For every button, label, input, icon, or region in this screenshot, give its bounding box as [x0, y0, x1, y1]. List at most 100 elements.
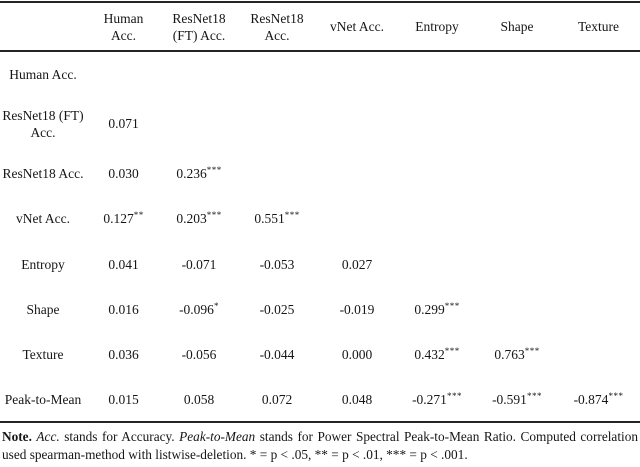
note-text: stands for Accuracy. — [64, 429, 175, 444]
significance-stars: *** — [444, 301, 460, 311]
corr-cell — [317, 96, 397, 151]
note-text: stands for Power Spectral Peak-to-Mean R… — [259, 429, 638, 444]
corr-cell: 0.551*** — [237, 196, 317, 241]
corr-cell: 0.432*** — [397, 332, 477, 377]
row-label-text: Acc. — [30, 124, 56, 140]
cell-value: 0.015 — [108, 391, 139, 407]
col-header-text: Texture — [577, 19, 620, 34]
corr-cell: 0.236*** — [161, 151, 237, 196]
row-label-text: Texture — [22, 347, 64, 362]
corr-cell: 0.203*** — [161, 196, 237, 241]
col-header-text: ResNet18 — [250, 10, 304, 26]
corr-cell: 0.299*** — [397, 287, 477, 332]
note-text: used spearman-method with listwise-delet… — [2, 446, 468, 462]
cell-value: 0.127 — [103, 211, 134, 226]
significance-stars: *** — [524, 346, 540, 356]
cell-value: -0.096 — [179, 302, 214, 317]
corr-cell: 0.027 — [317, 241, 397, 287]
corr-cell — [477, 96, 557, 151]
note-line-1: Note. Acc. stands for Accuracy. Peak-to-… — [2, 428, 638, 446]
col-header-human-acc: Human Acc. — [86, 2, 161, 52]
table-row-shape: Shape 0.016 -0.096* -0.025 -0.019 0.299*… — [0, 287, 640, 332]
corr-cell — [477, 196, 557, 241]
row-label-text: ResNet18 Acc. — [2, 166, 84, 181]
corr-cell: 0.127** — [86, 196, 161, 241]
corr-cell: -0.053 — [237, 241, 317, 287]
corr-cell — [477, 151, 557, 196]
cell-value: 0.071 — [108, 116, 139, 131]
cell-value: 0.432 — [414, 347, 445, 362]
cell-value: 0.027 — [341, 256, 373, 272]
table-row-entropy: Entropy 0.041 -0.071 -0.053 0.027 — [0, 241, 640, 287]
corr-cell: -0.096* — [161, 287, 237, 332]
corner-cell — [0, 2, 86, 52]
corr-cell: 0.015 — [86, 377, 161, 422]
corr-cell — [477, 287, 557, 332]
corr-cell — [557, 51, 640, 96]
row-label-entropy: Entropy — [0, 241, 86, 287]
table-row-texture: Texture 0.036 -0.056 -0.044 0.000 0.432*… — [0, 332, 640, 377]
col-header-resnet18-ft-acc: ResNet18 (FT) Acc. — [161, 2, 237, 52]
cell-value: 0.203 — [176, 211, 207, 226]
cell-value: 0.041 — [108, 256, 139, 272]
note-line-2: used spearman-method with listwise-delet… — [2, 446, 638, 464]
cell-value: 0.036 — [108, 347, 139, 362]
correlation-table: Human Acc. ResNet18 (FT) Acc. ResNet18 Acc.… — [0, 1, 640, 423]
corr-cell — [237, 51, 317, 96]
corr-cell: -0.071 — [161, 241, 237, 287]
note-ptm-abbrev: Peak-to-Mean — [179, 429, 256, 444]
corr-cell: -0.591*** — [477, 377, 557, 422]
cell-value: -0.056 — [181, 347, 217, 362]
cell-value: -0.591 — [492, 391, 527, 407]
corr-cell: 0.000 — [317, 332, 397, 377]
row-label-shape: Shape — [0, 287, 86, 332]
row-label-text: Entropy — [21, 256, 65, 272]
corr-cell — [477, 241, 557, 287]
corr-cell: 0.072 — [237, 377, 317, 422]
corr-cell: 0.016 — [86, 287, 161, 332]
cell-value: -0.271 — [412, 391, 447, 407]
corr-cell — [237, 96, 317, 151]
note-label: Note. — [2, 429, 32, 444]
corr-cell — [317, 51, 397, 96]
corr-cell: -0.044 — [237, 332, 317, 377]
corr-cell — [557, 151, 640, 196]
corr-cell — [86, 51, 161, 96]
corr-cell — [397, 51, 477, 96]
row-label-vnet-acc: vNet Acc. — [0, 196, 86, 241]
corr-cell — [477, 51, 557, 96]
corr-cell — [161, 51, 237, 96]
corr-cell — [397, 96, 477, 151]
row-label-text: vNet Acc. — [16, 211, 70, 226]
row-label-text: Human Acc. — [9, 66, 77, 82]
row-label-text: Peak-to-Mean — [4, 391, 82, 407]
cell-value: 0.299 — [414, 302, 445, 317]
table-row-resnet18-ft-acc: ResNet18 (FT) Acc. 0.071 — [0, 96, 640, 151]
col-header-text: vNet Acc. — [330, 19, 384, 34]
header-row: Human Acc. ResNet18 (FT) Acc. ResNet18 Acc.… — [0, 2, 640, 52]
significance-stars: ** — [133, 210, 144, 220]
row-label-text: Shape — [26, 302, 60, 317]
cell-value: 0.236 — [176, 166, 207, 181]
corr-cell: 0.041 — [86, 241, 161, 287]
table-row-resnet18-acc: ResNet18 Acc. 0.030 0.236*** — [0, 151, 640, 196]
corr-cell: 0.048 — [317, 377, 397, 422]
corr-cell — [317, 196, 397, 241]
corr-cell — [397, 241, 477, 287]
corr-cell: -0.056 — [161, 332, 237, 377]
row-label-resnet18-ft-acc: ResNet18 (FT) Acc. — [0, 96, 86, 151]
significance-stars: *** — [206, 210, 222, 220]
col-header-text: Acc. — [110, 27, 137, 43]
col-header-text: Entropy — [415, 19, 459, 34]
corr-cell — [557, 196, 640, 241]
table-note: Note. Acc. stands for Accuracy. Peak-to-… — [0, 428, 640, 463]
significance-stars: * — [213, 301, 219, 311]
cell-value: -0.053 — [259, 256, 295, 272]
cell-value: 0.048 — [341, 391, 373, 407]
significance-stars: *** — [284, 210, 300, 220]
corr-cell: -0.271*** — [397, 377, 477, 422]
corr-cell — [557, 96, 640, 151]
table-row-vnet-acc: vNet Acc. 0.127** 0.203*** 0.551*** — [0, 196, 640, 241]
col-header-text: (FT) Acc. — [172, 27, 226, 43]
significance-stars: *** — [444, 346, 460, 356]
